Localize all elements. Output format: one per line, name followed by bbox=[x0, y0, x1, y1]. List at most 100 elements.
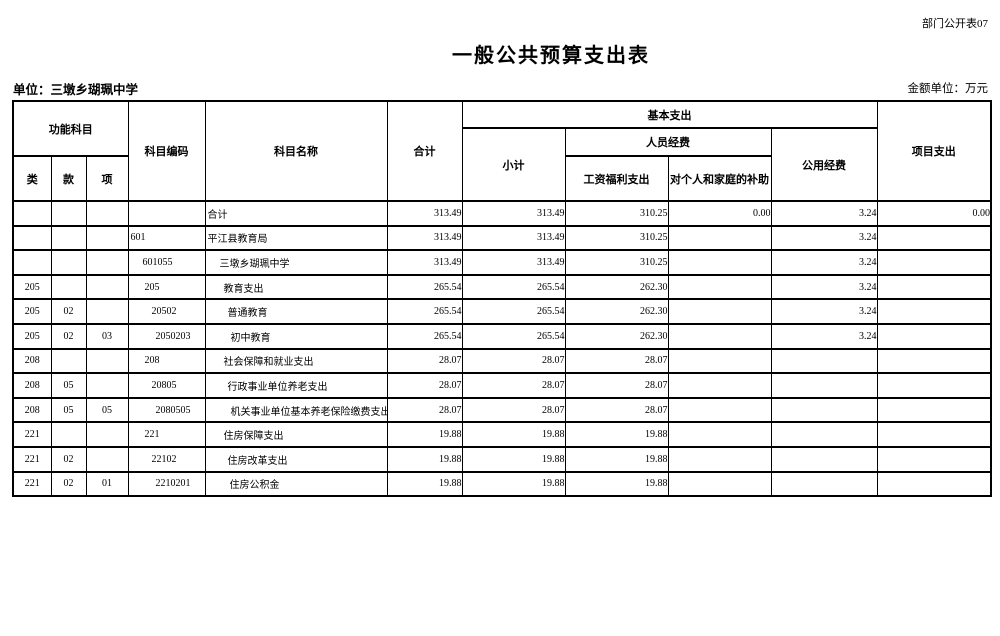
cell-subject-code: 22102 bbox=[127, 445, 206, 473]
header-subtotal: 小计 bbox=[461, 127, 566, 202]
cell-category: 205 bbox=[12, 298, 52, 325]
cell-public-funds bbox=[770, 470, 878, 498]
cell-public-funds: 3.24 bbox=[770, 200, 878, 227]
cell-total: 265.54 bbox=[386, 322, 463, 350]
cell-project-expenditure bbox=[876, 470, 992, 498]
cell-subject-name: 机关事业单位基本养老保险缴费支出 bbox=[204, 396, 388, 424]
table-row: 221 221 住房保障支出 19.88 19.88 19.88 bbox=[12, 421, 992, 448]
cell-subject-name: 合计 bbox=[204, 200, 388, 227]
cell-salary-welfare: 28.07 bbox=[564, 372, 669, 399]
cell-individual-family-subsidy bbox=[667, 372, 772, 399]
cell-category: 208 bbox=[12, 372, 52, 399]
cell-item: 03 bbox=[85, 322, 129, 350]
cell-public-funds: 3.24 bbox=[770, 322, 878, 350]
table-row: 205 02 20502 普通教育 265.54 265.54 262.30 3… bbox=[12, 298, 992, 325]
cell-individual-family-subsidy bbox=[667, 322, 772, 350]
cell-section bbox=[50, 200, 87, 227]
table-row: 221 02 22102 住房改革支出 19.88 19.88 19.88 bbox=[12, 445, 992, 473]
cell-project-expenditure bbox=[876, 273, 992, 301]
cell-subject-code bbox=[127, 200, 206, 227]
table-row: 208 05 05 2080505 机关事业单位基本养老保险缴费支出 28.07… bbox=[12, 396, 992, 424]
cell-public-funds bbox=[770, 421, 878, 448]
header-project-expenditure: 项目支出 bbox=[876, 100, 992, 202]
cell-individual-family-subsidy bbox=[667, 470, 772, 498]
cell-section: 02 bbox=[50, 470, 87, 498]
cell-subject-name: 普通教育 bbox=[204, 298, 388, 325]
cell-item bbox=[85, 372, 129, 399]
cell-subject-name: 住房保障支出 bbox=[204, 421, 388, 448]
header-salary-welfare: 工资福利支出 bbox=[564, 155, 669, 202]
cell-public-funds: 3.24 bbox=[770, 249, 878, 276]
cell-project-expenditure bbox=[876, 249, 992, 276]
amount-unit-label: 金额单位：万元 bbox=[907, 83, 989, 95]
cell-section: 02 bbox=[50, 298, 87, 325]
cell-total: 28.07 bbox=[386, 372, 463, 399]
cell-subtotal: 28.07 bbox=[461, 372, 566, 399]
cell-subtotal: 28.07 bbox=[461, 396, 566, 424]
cell-category: 205 bbox=[12, 322, 52, 350]
header-subject-code: 科目编码 bbox=[127, 100, 206, 202]
table-row: 601 平江县教育局 313.49 313.49 310.25 3.24 bbox=[12, 224, 992, 252]
table-header: 功能科目 科目编码 科目名称 合计 基本支出 项目支出 小计 人员经费 公用经费… bbox=[12, 100, 992, 202]
cell-section: 02 bbox=[50, 445, 87, 473]
unit-label: 单位：三墩乡瑚珮中学 bbox=[13, 83, 139, 97]
cell-category bbox=[12, 200, 52, 227]
table-row: 205 02 03 2050203 初中教育 265.54 265.54 262… bbox=[12, 322, 992, 350]
cell-project-expenditure bbox=[876, 396, 992, 424]
cell-subtotal: 265.54 bbox=[461, 273, 566, 301]
cell-subject-name: 行政事业单位养老支出 bbox=[204, 372, 388, 399]
cell-individual-family-subsidy bbox=[667, 273, 772, 301]
cell-item bbox=[85, 421, 129, 448]
cell-subject-name: 三墩乡瑚珮中学 bbox=[204, 249, 388, 276]
cell-total: 265.54 bbox=[386, 298, 463, 325]
cell-item bbox=[85, 347, 129, 375]
cell-salary-welfare: 262.30 bbox=[564, 273, 669, 301]
cell-section: 02 bbox=[50, 322, 87, 350]
cell-subtotal: 265.54 bbox=[461, 298, 566, 325]
cell-salary-welfare: 28.07 bbox=[564, 347, 669, 375]
cell-category: 208 bbox=[12, 347, 52, 375]
cell-total: 265.54 bbox=[386, 273, 463, 301]
cell-individual-family-subsidy bbox=[667, 249, 772, 276]
cell-subject-code: 2080505 bbox=[127, 396, 206, 424]
cell-salary-welfare: 19.88 bbox=[564, 421, 669, 448]
budget-table: 功能科目 科目编码 科目名称 合计 基本支出 项目支出 小计 人员经费 公用经费… bbox=[12, 100, 993, 498]
header-individual-family-subsidy: 对个人和家庭的补助 bbox=[667, 155, 772, 202]
cell-subtotal: 19.88 bbox=[461, 470, 566, 498]
cell-item bbox=[85, 224, 129, 252]
table-body: 合计 313.49 313.49 310.25 0.00 3.24 0.00 6… bbox=[12, 200, 992, 498]
cell-subtotal: 313.49 bbox=[461, 249, 566, 276]
cell-public-funds: 3.24 bbox=[770, 298, 878, 325]
cell-subject-name: 住房公积金 bbox=[204, 470, 388, 498]
header-functional-subject: 功能科目 bbox=[12, 100, 129, 157]
table-row: 601055 三墩乡瑚珮中学 313.49 313.49 310.25 3.24 bbox=[12, 249, 992, 276]
cell-project-expenditure bbox=[876, 372, 992, 399]
cell-individual-family-subsidy: 0.00 bbox=[667, 200, 772, 227]
cell-subject-name: 教育支出 bbox=[204, 273, 388, 301]
cell-subject-code: 205 bbox=[127, 273, 206, 301]
page-title: 一般公共预算支出表 bbox=[452, 45, 650, 67]
cell-subject-name: 住房改革支出 bbox=[204, 445, 388, 473]
cell-section bbox=[50, 347, 87, 375]
cell-subject-code: 221 bbox=[127, 421, 206, 448]
cell-project-expenditure bbox=[876, 421, 992, 448]
cell-salary-welfare: 19.88 bbox=[564, 445, 669, 473]
cell-category: 221 bbox=[12, 470, 52, 498]
table-row: 208 208 社会保障和就业支出 28.07 28.07 28.07 bbox=[12, 347, 992, 375]
cell-total: 28.07 bbox=[386, 347, 463, 375]
table-row: 合计 313.49 313.49 310.25 0.00 3.24 0.00 bbox=[12, 200, 992, 227]
cell-salary-welfare: 28.07 bbox=[564, 396, 669, 424]
cell-subject-code: 20502 bbox=[127, 298, 206, 325]
header-basic-expenditure: 基本支出 bbox=[461, 100, 878, 129]
cell-category bbox=[12, 224, 52, 252]
cell-subject-name: 社会保障和就业支出 bbox=[204, 347, 388, 375]
corner-label: 部门公开表07 bbox=[922, 18, 988, 30]
cell-total: 313.49 bbox=[386, 249, 463, 276]
cell-public-funds bbox=[770, 347, 878, 375]
table-row: 208 05 20805 行政事业单位养老支出 28.07 28.07 28.0… bbox=[12, 372, 992, 399]
cell-project-expenditure bbox=[876, 298, 992, 325]
cell-subject-code: 20805 bbox=[127, 372, 206, 399]
cell-subtotal: 265.54 bbox=[461, 322, 566, 350]
cell-item: 05 bbox=[85, 396, 129, 424]
cell-project-expenditure bbox=[876, 322, 992, 350]
